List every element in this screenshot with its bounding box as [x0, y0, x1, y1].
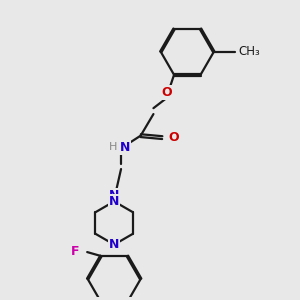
Text: O: O [161, 86, 172, 99]
Text: N: N [109, 238, 119, 251]
Text: N: N [109, 195, 119, 208]
Text: N: N [120, 141, 130, 154]
Text: O: O [168, 131, 179, 144]
Text: N: N [109, 189, 119, 202]
Text: H: H [109, 142, 117, 152]
Text: F: F [71, 244, 79, 258]
Text: CH₃: CH₃ [238, 45, 260, 58]
